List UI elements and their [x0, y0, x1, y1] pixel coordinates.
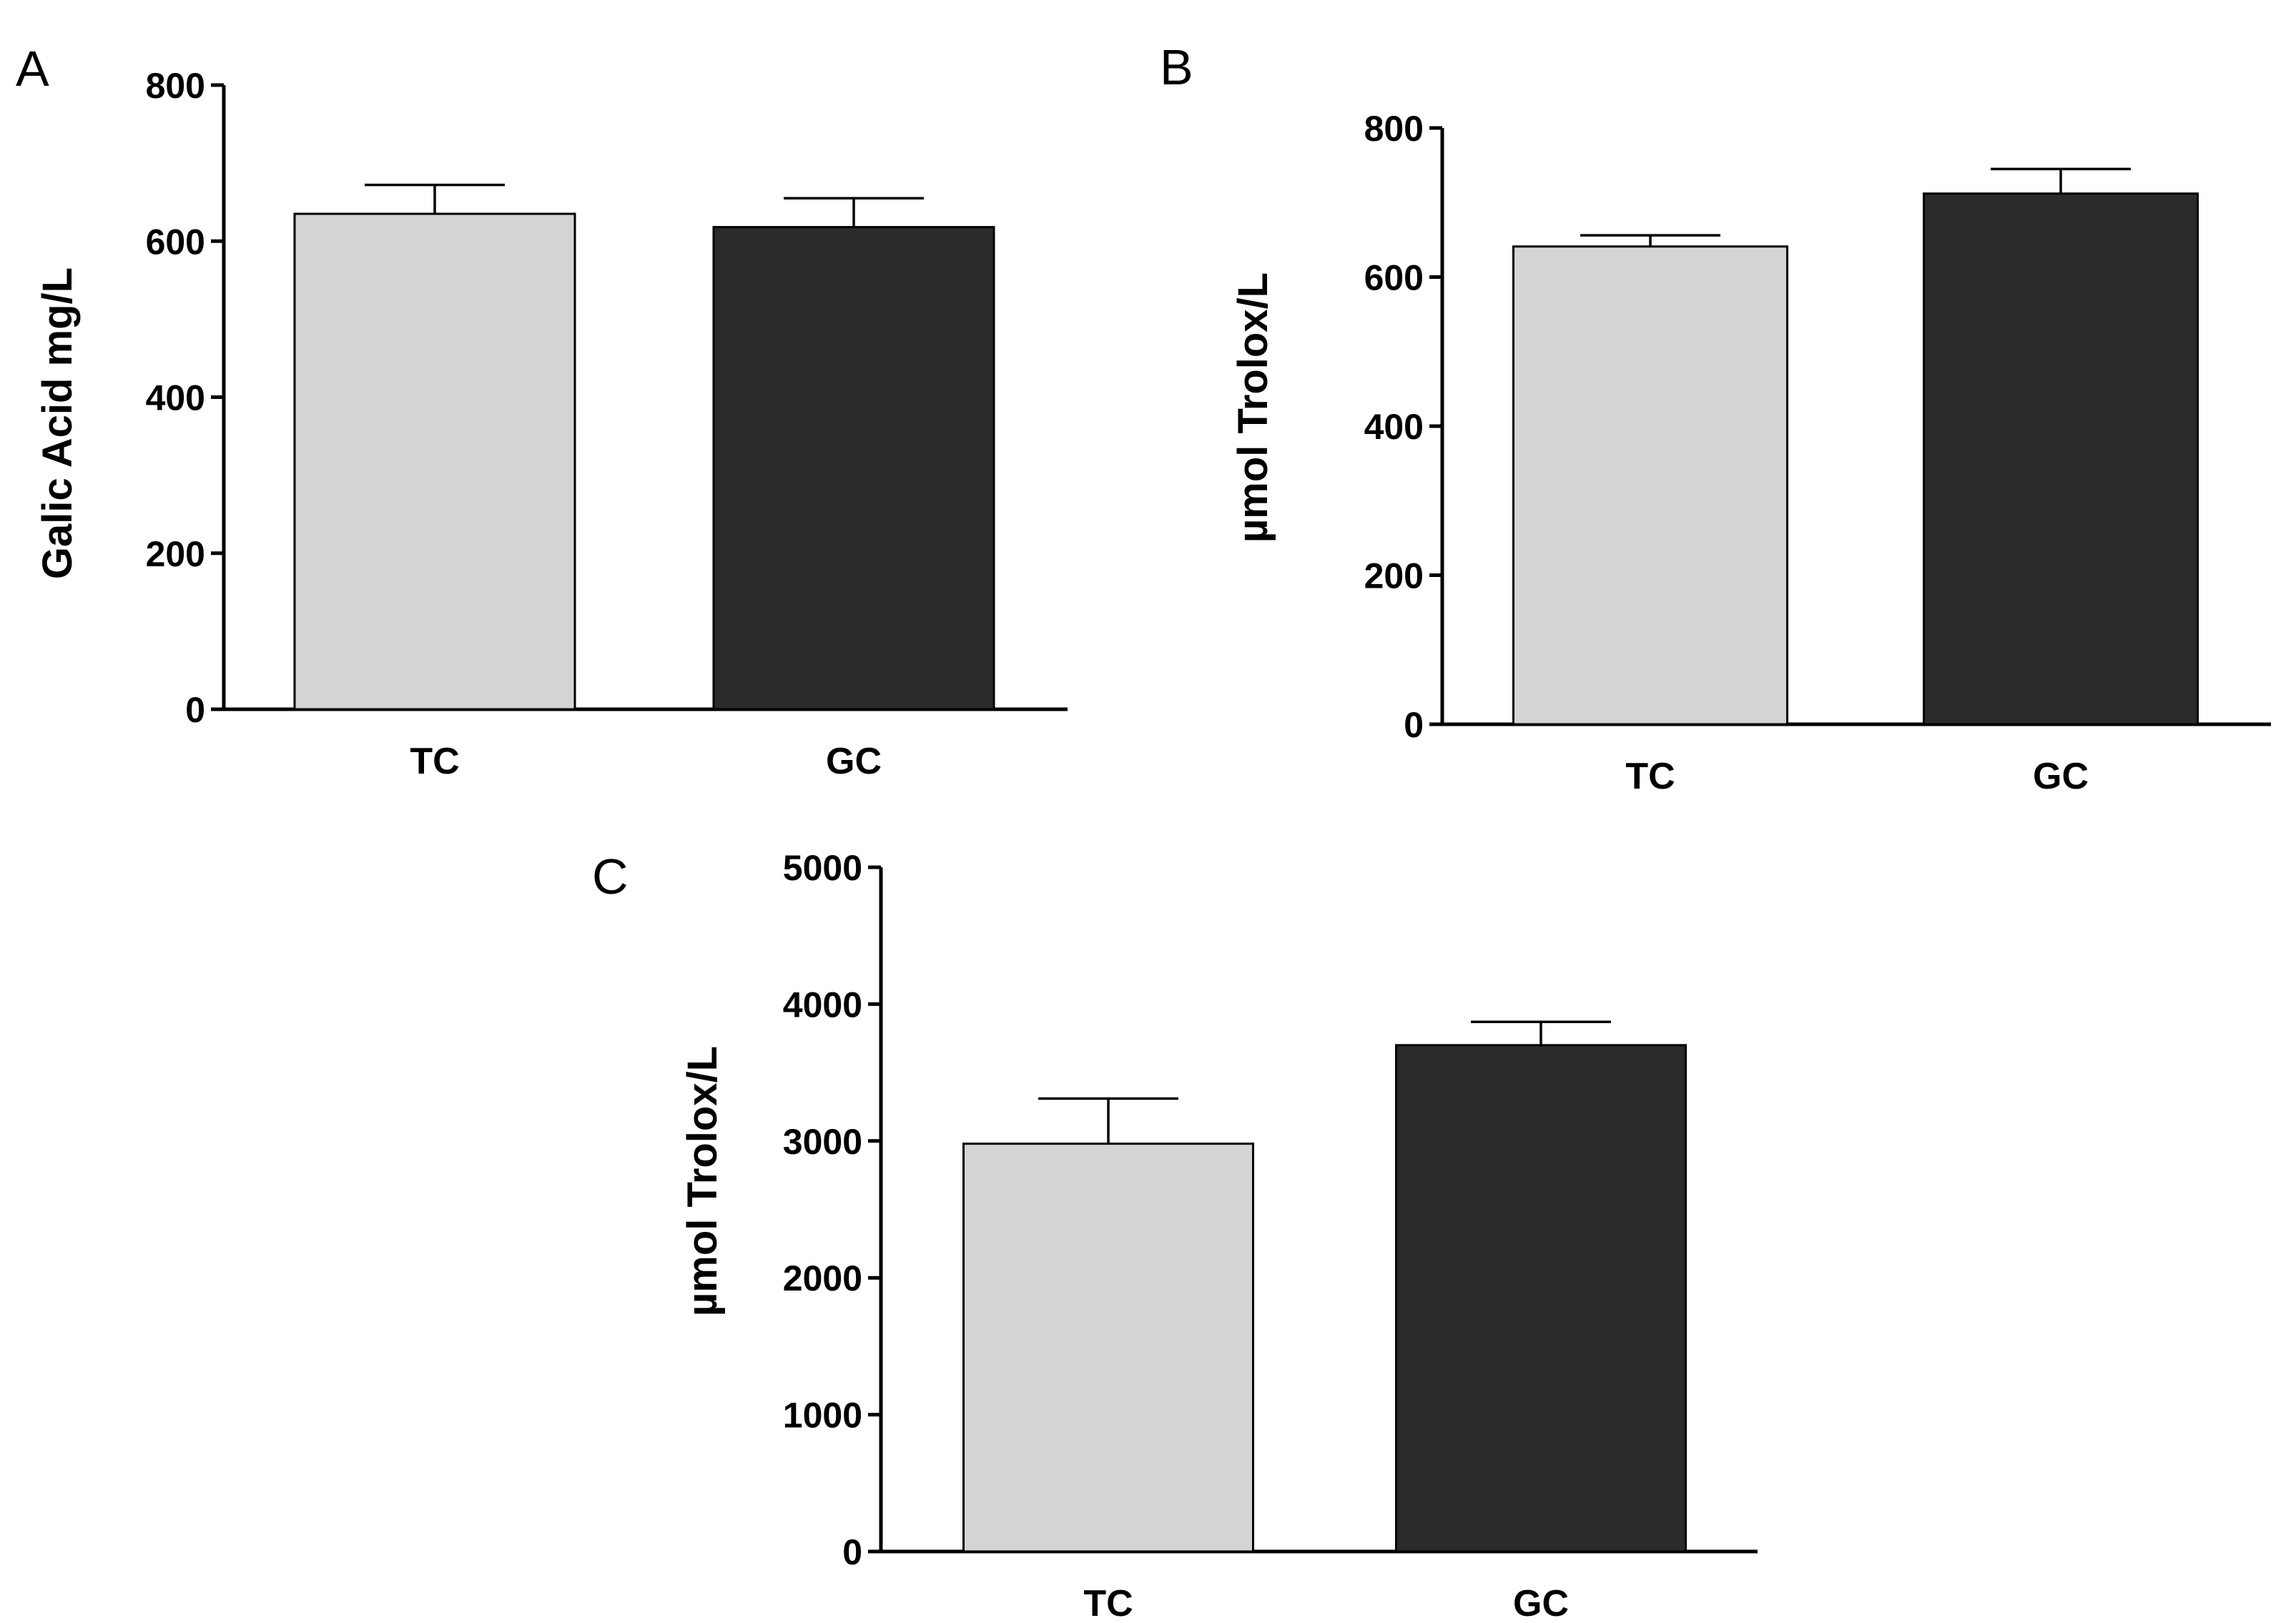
y-tick-label: 400: [1364, 407, 1424, 447]
x-category-label: GC: [826, 741, 882, 782]
panel-label: C: [592, 849, 629, 904]
x-category-label: GC: [2033, 756, 2089, 797]
panel-label: A: [16, 41, 49, 97]
y-axis-title: µmol Trolox/L: [1230, 272, 1276, 543]
panel-b: B µmol Trolox/L 0 200 400 600 800 TC GC: [1160, 39, 2271, 797]
bar-tc: [1512, 245, 1788, 726]
y-tick-label: 3000: [783, 1122, 862, 1162]
y-tick-label: 0: [842, 1532, 862, 1572]
y-tick-label: 200: [1364, 556, 1424, 596]
y-axis-title: Galic Acid mg/L: [34, 267, 81, 579]
y-tick-label: 600: [146, 222, 205, 262]
y-tick-label: 800: [146, 66, 205, 106]
x-category-label: TC: [1083, 1583, 1133, 1623]
y-tick-label: 2000: [783, 1258, 862, 1298]
y-tick-label: 600: [1364, 258, 1424, 298]
panel-label: B: [1160, 39, 1193, 95]
y-tick-label: 800: [1364, 109, 1424, 149]
bar-tc: [293, 212, 576, 711]
y-tick-label: 200: [146, 534, 205, 574]
y-tick-label: 0: [1404, 705, 1424, 745]
y-tick-label: 4000: [783, 985, 862, 1025]
y-axis-title: µmol Trolox/L: [679, 1046, 726, 1316]
y-tick-label: 400: [146, 378, 205, 418]
bar-tc: [962, 1143, 1254, 1553]
bar-gc: [1923, 192, 2199, 726]
y-tick-label: 5000: [783, 848, 862, 888]
y-tick-label: 1000: [783, 1396, 862, 1436]
bar-gc: [1395, 1044, 1687, 1553]
panel-a: A Galic Acid mg/L 0 200 400 600 800 TC GC: [16, 41, 1068, 782]
bar-gc: [712, 226, 995, 711]
y-tick-label: 0: [185, 690, 205, 730]
x-category-label: TC: [410, 741, 459, 782]
x-category-label: GC: [1513, 1583, 1569, 1623]
panel-c: C µmol Trolox/L 0 1000 2000 3000 4000 5000 TC G…: [592, 848, 1758, 1623]
x-category-label: TC: [1625, 756, 1675, 797]
